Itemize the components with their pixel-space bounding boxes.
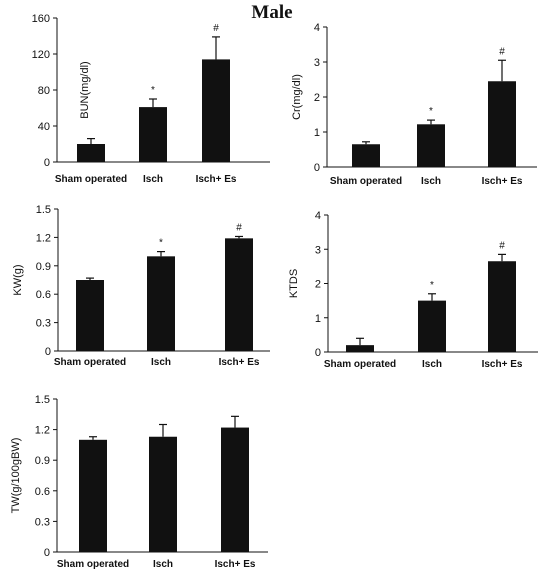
significance-mark: #	[499, 240, 505, 251]
significance-mark: #	[499, 46, 505, 57]
bar	[488, 261, 516, 352]
y-tick-label: 0.3	[35, 516, 50, 528]
y-tick-label: 0.9	[36, 261, 51, 273]
bar	[352, 144, 380, 167]
y-axis-label: TW(g/100gBW)	[10, 438, 22, 514]
x-category-label: Sham operated	[55, 174, 127, 185]
y-tick-label: 0	[45, 346, 51, 358]
x-category-label: Isch+ Es	[196, 174, 237, 185]
x-category-label: Sham operated	[57, 559, 129, 570]
bar	[147, 256, 175, 351]
x-category-label: Isch+ Es	[219, 357, 260, 368]
y-tick-label: 1.5	[36, 204, 51, 216]
y-axis-label: KW(g)	[12, 264, 24, 295]
significance-mark: *	[430, 280, 434, 291]
bar	[77, 144, 105, 162]
bar	[139, 107, 167, 162]
bar	[79, 439, 107, 552]
x-category-label: Sham operated	[54, 357, 126, 368]
x-category-label: Isch	[421, 176, 441, 187]
bar	[488, 81, 516, 167]
y-tick-label: 1.2	[36, 232, 51, 244]
x-category-label: Isch	[151, 357, 171, 368]
bar	[225, 238, 253, 351]
significance-mark: #	[236, 222, 242, 233]
y-tick-label: 1	[314, 127, 320, 139]
y-tick-label: 2	[315, 279, 321, 291]
y-tick-label: 1	[315, 313, 321, 325]
bar	[149, 436, 177, 552]
y-tick-label: 0.6	[35, 486, 50, 498]
significance-mark: *	[159, 238, 163, 249]
y-axis-label: KTDS	[288, 269, 300, 298]
x-category-label: Isch	[422, 359, 442, 370]
y-tick-label: 0	[44, 157, 50, 169]
x-category-label: Sham operated	[324, 359, 396, 370]
significance-mark: #	[213, 23, 219, 34]
y-tick-label: 40	[38, 121, 50, 133]
significance-mark: *	[151, 85, 155, 96]
x-category-label: Isch+ Es	[482, 176, 523, 187]
bar	[417, 124, 445, 167]
y-tick-label: 0.9	[35, 455, 50, 467]
significance-mark: *	[429, 106, 433, 117]
y-axis-label: Cr(mg/dl)	[291, 74, 303, 120]
y-tick-label: 0	[44, 547, 50, 559]
y-tick-label: 160	[32, 13, 50, 25]
bar	[418, 300, 446, 352]
y-tick-label: 0.6	[36, 289, 51, 301]
y-tick-label: 120	[32, 49, 50, 61]
y-tick-label: 0	[315, 347, 321, 359]
x-category-label: Isch+ Es	[215, 559, 256, 570]
y-tick-label: 2	[314, 92, 320, 104]
y-tick-label: 4	[315, 210, 321, 222]
x-category-label: Isch	[143, 174, 163, 185]
y-tick-label: 3	[315, 244, 321, 256]
y-tick-label: 4	[314, 22, 320, 34]
x-category-label: Isch+ Es	[482, 359, 523, 370]
y-tick-label: 80	[38, 85, 50, 97]
bar	[76, 280, 104, 351]
page-title: Male	[251, 2, 293, 23]
y-tick-label: 1.5	[35, 394, 50, 406]
y-tick-label: 3	[314, 57, 320, 69]
bar	[221, 427, 249, 552]
y-axis-label: BUN(mg/dl)	[79, 61, 91, 118]
y-tick-label: 0	[314, 162, 320, 174]
y-tick-label: 1.2	[35, 425, 50, 437]
x-category-label: Sham operated	[330, 176, 402, 187]
x-category-label: Isch	[153, 559, 173, 570]
y-tick-label: 0.3	[36, 318, 51, 330]
bar	[202, 59, 230, 162]
bar	[346, 345, 374, 352]
